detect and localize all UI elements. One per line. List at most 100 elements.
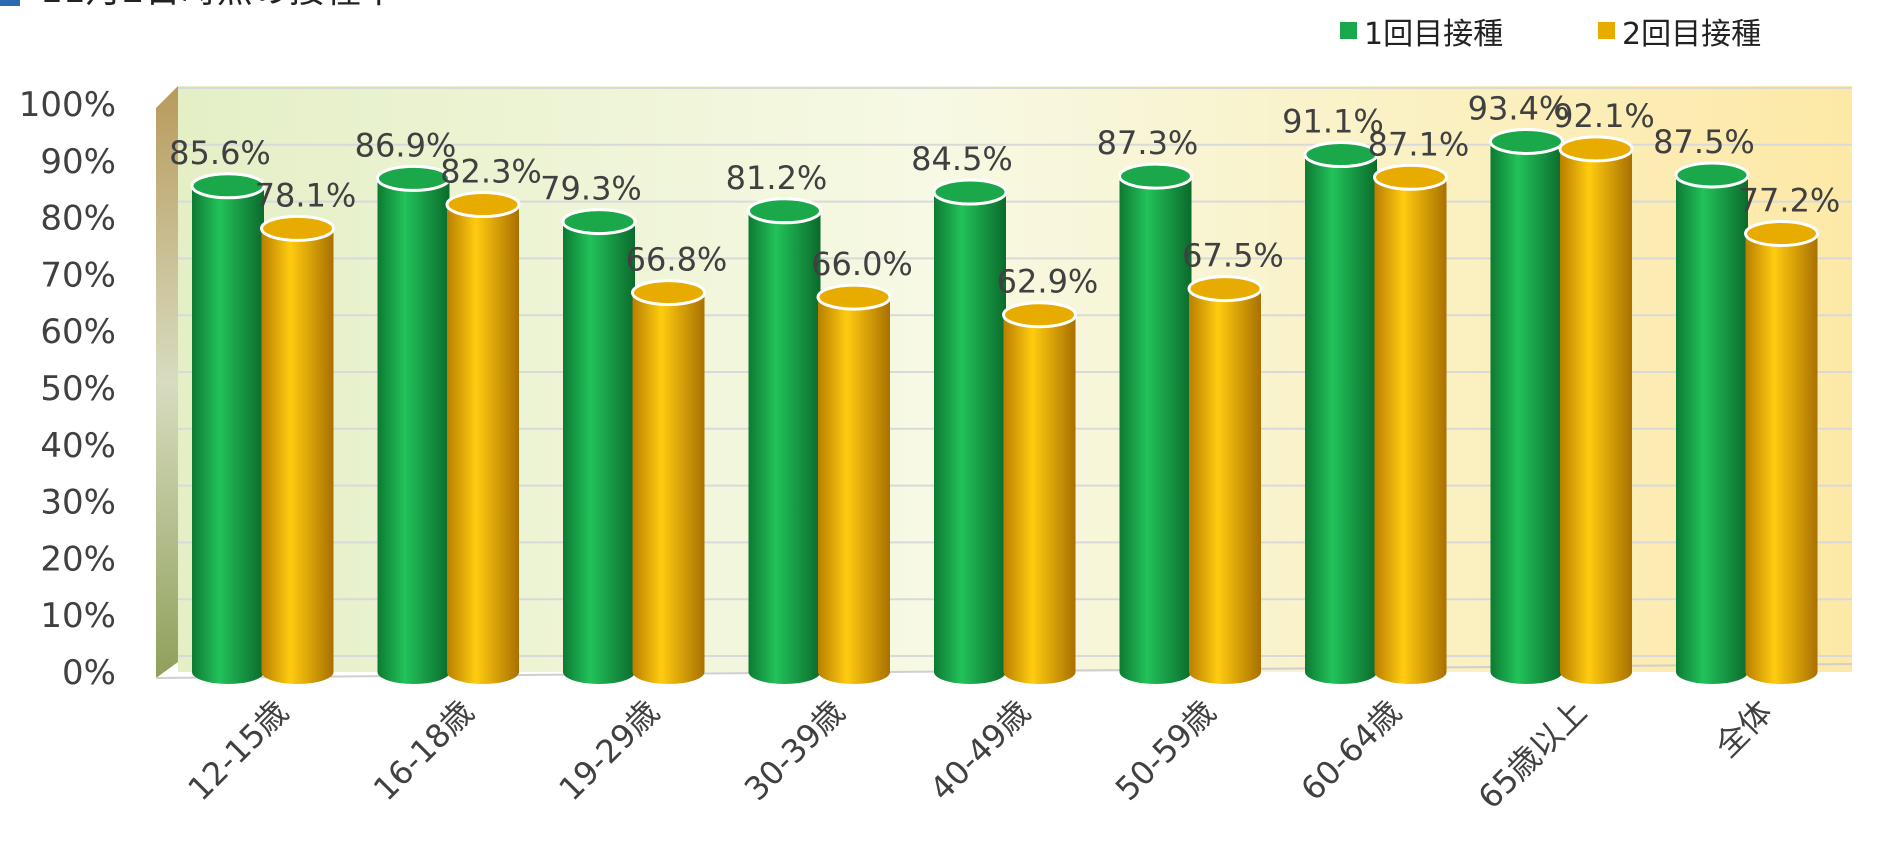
bar-series1 <box>747 197 822 684</box>
x-tick-label: 60-64歳 <box>1293 693 1408 808</box>
data-label: 92.1% <box>1553 97 1655 135</box>
y-tick-label: 80% <box>40 199 116 239</box>
data-label: 66.8% <box>626 241 728 279</box>
x-tick-label: 65歳以上 <box>1471 693 1595 817</box>
x-tick-label: 全体 <box>1708 693 1780 765</box>
y-tick-label: 0% <box>62 653 116 693</box>
data-label: 82.3% <box>440 153 542 191</box>
legend-label-series2: 2回目接種 <box>1622 17 1761 52</box>
data-label: 79.3% <box>540 170 642 208</box>
bar-top <box>190 172 266 200</box>
x-tick-label: 50-59歳 <box>1108 693 1223 808</box>
x-tick-label: 12-15歳 <box>180 693 295 808</box>
bar-body <box>1189 288 1261 684</box>
y-tick-label: 60% <box>40 312 116 352</box>
legend-label-series1: 1回目接種 <box>1364 17 1503 52</box>
chart-title-group: 11月2日時点の接種率 <box>0 0 397 11</box>
side-wall <box>156 86 178 678</box>
data-labels: 85.6% 78.1% 86.9%82.3%79.3% 66.8% 81.2% 66.0%… <box>169 89 1840 300</box>
bar-body <box>1560 148 1632 684</box>
bar-series2 <box>1744 220 1819 684</box>
data-label: 93.4% <box>1468 89 1570 127</box>
bar-top <box>561 208 637 236</box>
bar-body <box>1676 175 1748 684</box>
bar-top <box>747 197 822 225</box>
bar-body <box>447 204 519 684</box>
bar-top <box>1187 275 1263 303</box>
data-label: 87.3% <box>1097 124 1199 162</box>
data-label: 84.5% <box>911 140 1013 178</box>
data-label: 66.0% <box>811 245 913 283</box>
x-tick-label: 40-49歳 <box>922 693 1037 808</box>
legend: 1回目接種 2回目接種 <box>1340 17 1761 52</box>
y-tick-label: 30% <box>40 483 116 523</box>
bar-body <box>1305 154 1377 684</box>
x-tick-label: 16-18歳 <box>366 693 481 808</box>
bar-body <box>632 292 705 684</box>
bar-series2 <box>631 279 706 684</box>
bar-series1 <box>1303 141 1379 684</box>
bar-series1 <box>1674 161 1750 684</box>
bar-series2 <box>1187 275 1263 684</box>
x-tick-label: 30-39歳 <box>737 693 852 808</box>
y-axis: 0% 10% 20% 30% 40% 50% 60% 70% 80% 90% 100% <box>19 85 116 693</box>
bar-body <box>748 210 821 684</box>
bar-top <box>1744 220 1819 248</box>
y-tick-label: 40% <box>40 426 116 466</box>
bar-series1 <box>1489 127 1564 684</box>
bar-top <box>932 178 1008 206</box>
bar-series2 <box>445 191 521 684</box>
bar-top <box>1558 135 1634 163</box>
y-tick-label: 90% <box>40 142 116 182</box>
legend-swatch-series1 <box>1340 22 1357 39</box>
legend-swatch-series2 <box>1598 22 1615 39</box>
bar-body <box>377 178 450 684</box>
data-label: 67.5% <box>1182 237 1284 275</box>
bar-series2 <box>1002 301 1077 684</box>
chart-title: 11月2日時点の接種率 <box>40 0 397 11</box>
data-label: 62.9% <box>997 263 1099 301</box>
bar-top <box>631 279 706 307</box>
bar-top <box>260 214 335 242</box>
bar-body <box>1745 233 1818 684</box>
x-tick-label: 19-29歳 <box>551 693 666 808</box>
data-label: 78.1% <box>255 176 357 214</box>
y-tick-label: 20% <box>40 539 116 579</box>
data-label: 85.6% <box>169 134 271 172</box>
title-marker-icon <box>0 0 20 6</box>
bar-body <box>261 228 334 684</box>
bar-top <box>1489 127 1564 155</box>
y-tick-label: 70% <box>40 255 116 295</box>
bar-series1 <box>932 178 1008 685</box>
bar-body <box>1374 177 1447 684</box>
data-label: 87.5% <box>1653 123 1755 161</box>
bar-series2 <box>1373 163 1448 684</box>
y-tick-label: 100% <box>19 85 116 125</box>
bar-series2 <box>260 214 335 684</box>
bar-body <box>1119 176 1192 684</box>
bar-top <box>1002 301 1077 329</box>
bar-series1 <box>190 172 266 685</box>
bar-series2 <box>1558 135 1634 684</box>
bar-top <box>1303 141 1379 169</box>
bar-top <box>445 191 521 219</box>
y-tick-label: 10% <box>40 596 116 636</box>
x-axis: 12-15歳 16-18歳 19-29歳 30-39歳 40-49歳 50-59歳 60-6… <box>180 693 1779 817</box>
bar-body <box>818 297 890 684</box>
bar-body <box>1003 314 1076 684</box>
bar-series1 <box>1118 162 1193 684</box>
bar-series2 <box>816 283 892 684</box>
data-label: 86.9% <box>355 126 457 164</box>
bar-top <box>1674 161 1750 189</box>
bar-series1 <box>376 164 451 684</box>
bar-top <box>1373 163 1448 191</box>
bar-top <box>816 283 892 311</box>
bar-body <box>563 221 635 685</box>
bar-top <box>376 164 451 192</box>
data-label: 91.1% <box>1282 103 1384 141</box>
data-label: 81.2% <box>726 159 828 197</box>
data-label: 87.1% <box>1368 125 1470 163</box>
bar-body <box>192 185 264 685</box>
